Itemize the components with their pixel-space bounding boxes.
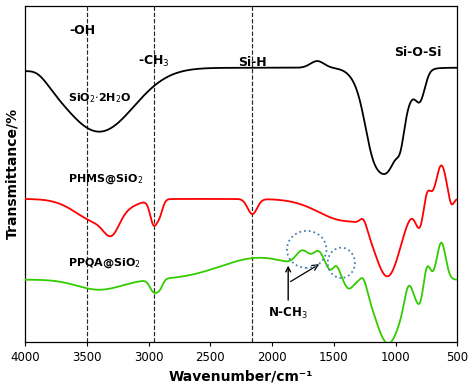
Text: -OH: -OH — [70, 24, 96, 37]
X-axis label: Wavenumber/cm⁻¹: Wavenumber/cm⁻¹ — [169, 370, 313, 384]
Text: N-CH$_3$: N-CH$_3$ — [268, 267, 308, 321]
Text: Si-O-Si: Si-O-Si — [394, 46, 442, 60]
Text: PPQA@SiO$_2$: PPQA@SiO$_2$ — [68, 256, 141, 270]
Y-axis label: Transmittance/%: Transmittance/% — [6, 108, 19, 239]
Text: SiO$_2$$\cdot$2H$_2$O: SiO$_2$$\cdot$2H$_2$O — [68, 91, 132, 105]
Text: -CH$_3$: -CH$_3$ — [137, 54, 170, 70]
Text: Si-H: Si-H — [238, 56, 267, 70]
Text: PHMS@SiO$_2$: PHMS@SiO$_2$ — [68, 172, 144, 186]
